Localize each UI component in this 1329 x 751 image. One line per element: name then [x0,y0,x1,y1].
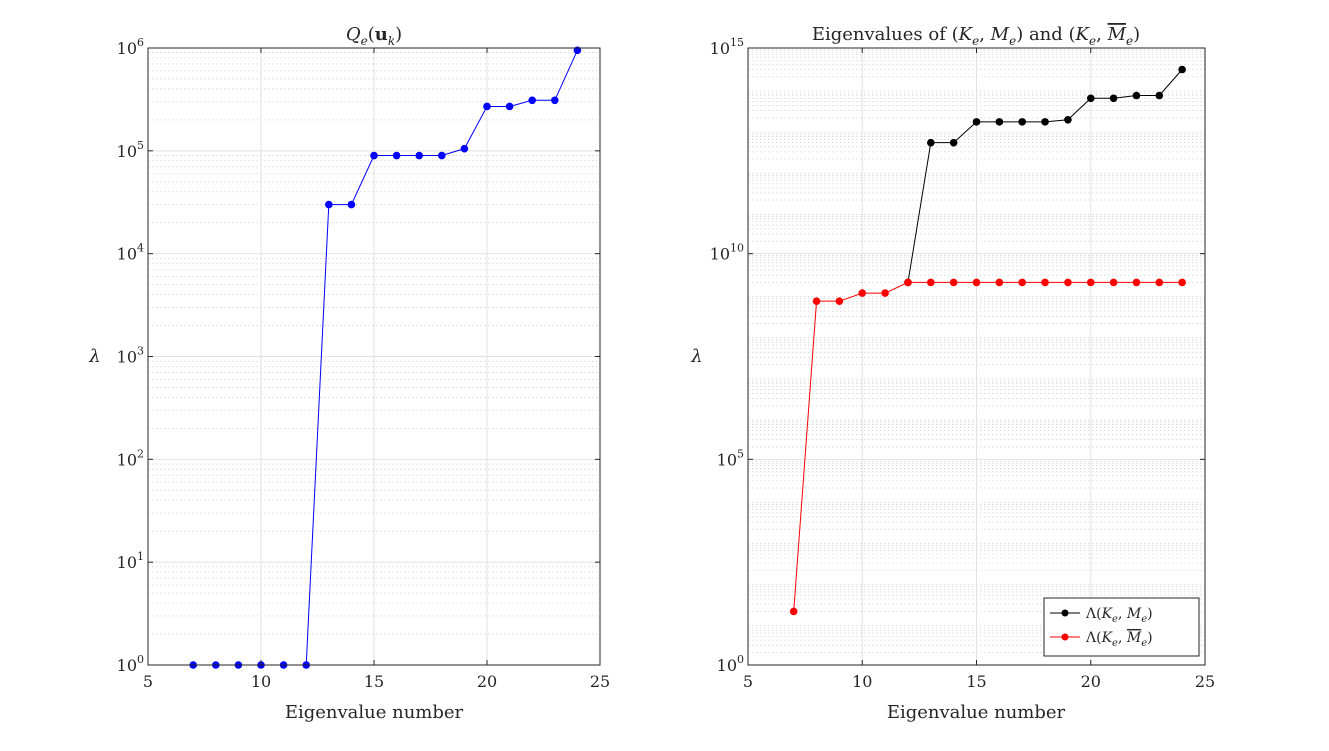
x-axis-title-right: Eigenvalue number [887,702,1066,723]
data-point-right-0 [1041,118,1049,126]
data-point-left-0 [347,200,356,209]
data-point-right-1 [904,278,912,287]
data-point-right-1 [858,289,867,297]
x-tick-label: 25 [590,672,610,691]
data-point-left-0 [528,96,536,105]
x-tick-label: 20 [477,672,497,691]
ticks-left [147,47,601,666]
x-tick-label: 5 [743,672,753,691]
legend-swatch-marker-red [1061,633,1069,641]
y-axis-title-right: λ [690,346,702,367]
data-point-right-0 [1018,118,1026,126]
y-tick-label: 102 [117,447,144,469]
y-tick-label: 103 [117,345,144,367]
data-point-right-0 [972,118,981,126]
x-tick-label: 25 [1195,672,1215,691]
data-point-left-0 [483,102,491,111]
data-point-right-1 [789,607,798,616]
x-tick-labels-left: 5 10 15 20 25 [143,672,610,691]
data-point-left-0 [505,102,514,111]
data-point-right-1 [1086,278,1095,287]
data-point-left-0 [392,151,401,160]
data-point-right-0 [927,138,935,147]
data-point-left-0 [438,151,446,160]
y-tick-label: 1015 [710,36,744,58]
data-point-right-1 [881,289,889,297]
data-point-right-1 [1178,278,1186,287]
data-point-right-1 [1018,278,1026,287]
data-point-right-1 [1064,278,1072,287]
data-point-right-0 [949,138,958,147]
data-point-right-0 [1155,91,1164,100]
data-point-left-0 [460,144,469,153]
x-tick-label: 15 [364,672,384,691]
legend-swatch-marker-black [1061,609,1069,617]
legend-box [1043,597,1200,657]
legend-label-black: Λ(Ke, Me) [1085,606,1153,625]
y-tick-label: 106 [117,36,144,58]
data-point-right-1 [835,297,844,305]
legend: Λ(Ke, Me) Λ(Ke, Me) [1043,597,1200,657]
data-point-right-1 [927,278,935,287]
data-point-right-0 [995,118,1004,126]
x-tick-label: 15 [966,672,986,691]
data-point-right-1 [972,278,981,287]
y-tick-labels-left: 100 101 102 103 104 105 106 [117,36,144,675]
y-tick-label: 100 [117,653,144,675]
chart-title-right: Eigenvalues of (Ke, Me) and (Ke, Me) [812,24,1140,48]
data-point-right-1 [949,278,958,287]
data-point-left-0 [415,151,424,160]
legend-label-red: Λ(Ke, Me) [1085,630,1153,649]
y-tick-label: 105 [117,139,144,161]
data-point-right-0 [1109,94,1118,103]
x-tick-labels-right: 5 10 15 20 25 [743,672,1215,691]
x-axis-title-left: Eigenvalue number [285,702,464,723]
data-point-right-1 [995,278,1004,287]
y-axis-title-left: λ [88,346,100,367]
x-tick-label: 5 [143,672,153,691]
data-point-right-1 [1109,278,1118,287]
y-tick-label: 100 [717,653,744,675]
x-tick-label: 10 [251,672,271,691]
data-point-right-1 [812,297,821,305]
data-point-right-1 [1155,278,1164,287]
y-tick-label: 1010 [710,242,744,264]
data-point-right-0 [1178,65,1186,74]
data-point-right-0 [1064,115,1072,124]
y-tick-label: 105 [717,447,744,469]
data-point-right-1 [1132,278,1141,287]
y-tick-labels-right: 100 105 1010 1015 [710,36,744,675]
x-tick-label: 20 [1081,672,1101,691]
data-point-right-1 [1041,278,1049,287]
ticks-right [747,47,1206,666]
series-line-right-1 [793,281,1183,612]
data-point-left-0 [325,200,333,209]
x-tick-label: 10 [852,672,872,691]
y-tick-label: 104 [117,242,144,264]
y-tick-label: 101 [117,550,144,572]
chart-title-left: Qe(uk) [346,24,402,48]
data-point-left-0 [370,151,378,160]
chart-left: 5 10 15 20 25 100 101 102 103 104 105 106 Qe(uk) E… [88,24,610,723]
grid-left [147,47,601,666]
series-points-right [789,65,1186,616]
data-point-left-0 [551,96,559,105]
data-point-right-0 [1086,94,1095,103]
data-point-right-0 [1132,91,1141,100]
